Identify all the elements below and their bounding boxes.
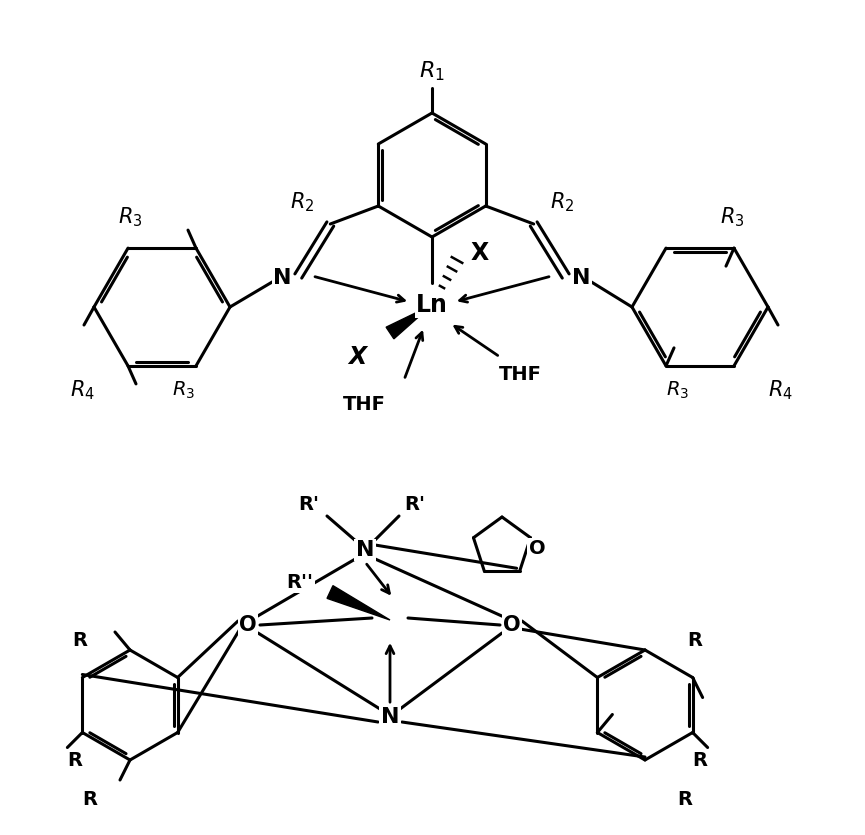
Text: R: R [73,630,87,650]
Text: R'': R'' [286,573,313,591]
Text: R: R [677,790,693,809]
Text: $R_4$: $R_4$ [69,378,94,402]
Text: $R_2$: $R_2$ [549,190,573,214]
Polygon shape [386,305,432,339]
Polygon shape [327,585,390,620]
Text: R': R' [405,494,426,514]
Text: N: N [573,268,591,288]
Text: R: R [693,751,708,770]
Text: N: N [273,268,292,288]
Text: N: N [356,540,375,560]
Text: O: O [529,539,545,559]
Text: $R_3$: $R_3$ [720,205,744,229]
Text: $R_4$: $R_4$ [767,378,792,402]
Text: $R_1$: $R_1$ [419,59,445,83]
Text: $R_2$: $R_2$ [290,190,315,214]
Text: $R_3$: $R_3$ [118,205,142,229]
Text: O: O [240,615,257,635]
Text: R: R [67,751,82,770]
Text: R': R' [298,494,319,514]
Text: $R_3$: $R_3$ [666,379,689,401]
Text: R: R [82,790,98,809]
Text: R: R [688,630,702,650]
Text: THF: THF [498,366,541,384]
Text: X: X [348,345,366,369]
Text: Ln: Ln [416,293,448,317]
Text: X: X [471,241,489,265]
Text: THF: THF [343,396,386,414]
Text: O: O [503,615,521,635]
Text: $R_3$: $R_3$ [172,379,195,401]
Text: N: N [381,707,400,727]
